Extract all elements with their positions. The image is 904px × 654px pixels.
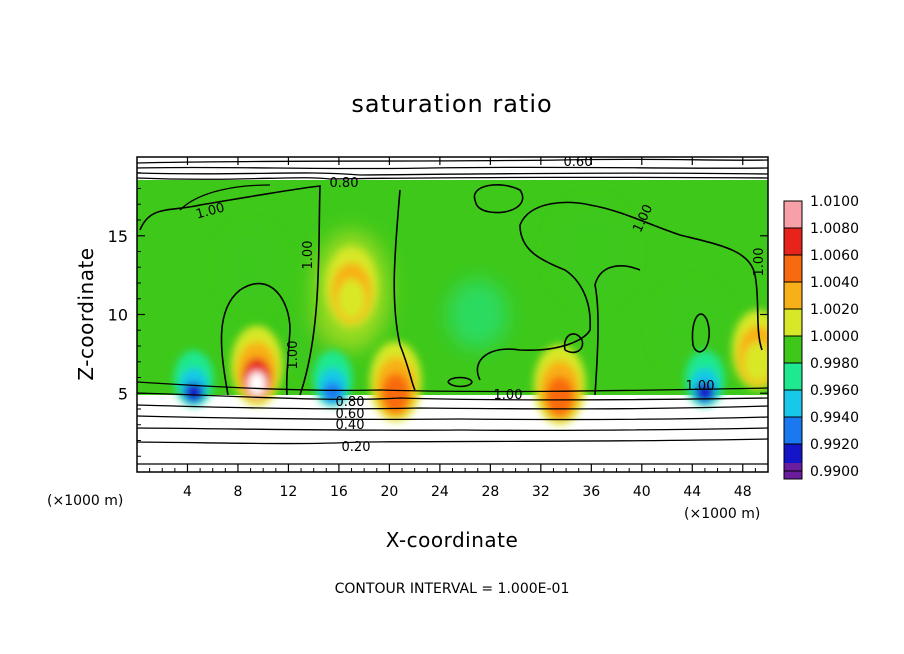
contour-label: 1.00 bbox=[686, 379, 715, 394]
x-unit-label: (×1000 m) bbox=[684, 506, 760, 522]
colorbar-label: 1.0080 bbox=[810, 221, 859, 237]
contour-label: 1.00 bbox=[194, 200, 226, 222]
contour-label: 1.00 bbox=[752, 248, 767, 277]
colorbar-label: 1.0040 bbox=[810, 275, 859, 291]
y-unit-label: (×1000 m) bbox=[47, 493, 123, 509]
contour-label: 1.00 bbox=[494, 388, 523, 403]
colorbar-swatch bbox=[784, 363, 802, 390]
colorbar-swatch bbox=[784, 228, 802, 255]
x-tick-label: 12 bbox=[280, 484, 298, 500]
plot-area: 0.600.801.001.001.001.001.001.001.000.80… bbox=[137, 155, 768, 472]
contour-label: 0.60 bbox=[336, 407, 365, 422]
contour-label: 0.20 bbox=[342, 440, 371, 455]
y-axis-label: Z-coordinate bbox=[74, 247, 98, 380]
x-tick-label: 40 bbox=[633, 484, 651, 500]
contour-interval-note: CONTOUR INTERVAL = 1.000E-01 bbox=[335, 581, 570, 597]
x-tick-label: 24 bbox=[431, 484, 449, 500]
x-tick-label: 28 bbox=[481, 484, 499, 500]
colorbar-label: 1.0060 bbox=[810, 248, 859, 264]
hotspot bbox=[312, 350, 353, 407]
y-tick-label: 10 bbox=[108, 306, 128, 325]
hotspot bbox=[325, 246, 378, 327]
colorbar-swatch bbox=[784, 309, 802, 336]
field-region bbox=[447, 279, 508, 350]
colorbar-label: 0.9940 bbox=[810, 410, 859, 426]
x-tick-label: 20 bbox=[380, 484, 398, 500]
colorbar-label: 0.9960 bbox=[810, 383, 859, 399]
x-tick-label: 36 bbox=[582, 484, 600, 500]
colorbar-label: 1.0000 bbox=[810, 329, 859, 345]
chart-title: saturation ratio bbox=[351, 90, 552, 118]
contour-label: 1.00 bbox=[286, 341, 301, 370]
field-region bbox=[551, 201, 632, 302]
colorbar-swatch bbox=[784, 201, 802, 228]
hotspot bbox=[230, 325, 283, 406]
contour-label: 0.80 bbox=[336, 395, 365, 410]
x-tick-label: 8 bbox=[233, 484, 242, 500]
x-tick-label: 48 bbox=[734, 484, 752, 500]
colorbar-swatch bbox=[784, 282, 802, 309]
colorbar: 1.0100 1.0080 1.0060 1.0040 1.0020 1.0000 0.99… bbox=[783, 194, 859, 480]
x-tick-label: 4 bbox=[183, 484, 192, 500]
colorbar-swatch bbox=[784, 336, 802, 363]
x-axis-label: X-coordinate bbox=[386, 528, 519, 552]
colorbar-label: 0.9980 bbox=[810, 356, 859, 372]
colorbar-label: 0.9920 bbox=[810, 437, 859, 453]
colorbar-label: 1.0020 bbox=[810, 302, 859, 318]
y-tick-label: 5 bbox=[118, 384, 128, 403]
contour-label: 0.60 bbox=[564, 155, 593, 170]
y-tick-label: 15 bbox=[108, 227, 128, 246]
colorbar-swatch bbox=[784, 417, 802, 444]
x-tick-label: 16 bbox=[330, 484, 348, 500]
hotspot bbox=[369, 341, 422, 422]
colorbar-swatch bbox=[784, 255, 802, 282]
hotspot bbox=[684, 350, 725, 407]
colorbar-label: 1.0100 bbox=[810, 194, 859, 210]
contour-label: 0.40 bbox=[336, 418, 365, 433]
x-tick-label: 44 bbox=[683, 484, 701, 500]
field-region bbox=[220, 227, 281, 308]
contour-label: 1.00 bbox=[301, 241, 316, 270]
hotspot bbox=[173, 350, 214, 407]
x-tick-label: 32 bbox=[532, 484, 550, 500]
contour-label: 0.80 bbox=[330, 176, 359, 191]
hotspot bbox=[533, 344, 586, 425]
colorbar-label: 0.9900 bbox=[810, 464, 859, 480]
colorbar-swatch bbox=[784, 390, 802, 417]
